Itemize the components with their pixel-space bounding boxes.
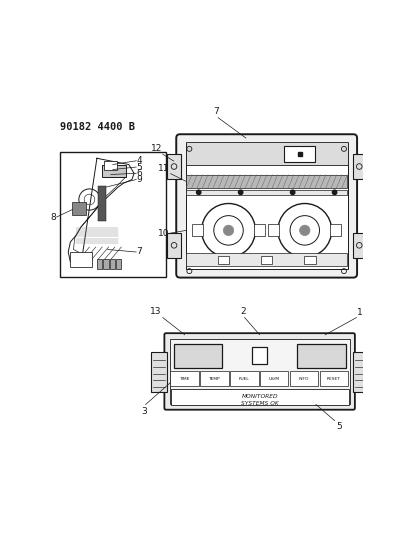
Bar xyxy=(60,152,166,277)
Bar xyxy=(170,389,349,405)
Bar xyxy=(104,161,117,169)
Bar xyxy=(186,142,348,165)
Text: 10: 10 xyxy=(158,229,169,238)
Bar xyxy=(186,254,347,265)
Bar xyxy=(102,165,126,177)
Bar xyxy=(73,202,86,214)
Bar xyxy=(353,352,368,392)
Bar xyxy=(97,260,102,270)
Bar xyxy=(192,223,203,236)
Bar xyxy=(170,338,349,405)
Bar xyxy=(230,372,259,386)
Text: 5: 5 xyxy=(337,422,342,431)
Circle shape xyxy=(223,225,234,236)
Bar xyxy=(116,260,121,270)
FancyBboxPatch shape xyxy=(164,333,355,410)
Bar xyxy=(330,223,341,236)
Text: FUEL: FUEL xyxy=(239,377,249,381)
Bar xyxy=(168,233,181,257)
Text: INFO: INFO xyxy=(299,377,309,381)
Circle shape xyxy=(299,225,310,236)
Text: 7: 7 xyxy=(214,107,219,116)
Text: 9: 9 xyxy=(136,175,142,184)
Circle shape xyxy=(332,190,337,195)
Bar xyxy=(252,347,267,364)
Text: 3: 3 xyxy=(141,407,147,416)
Text: 7: 7 xyxy=(136,247,142,256)
Text: TIME: TIME xyxy=(179,377,189,381)
Text: RESET: RESET xyxy=(327,377,341,381)
Circle shape xyxy=(239,190,243,195)
Circle shape xyxy=(291,190,295,195)
Bar xyxy=(98,186,106,221)
Text: 2: 2 xyxy=(240,307,245,316)
Text: 4: 4 xyxy=(136,156,142,165)
Bar xyxy=(71,252,91,267)
Bar xyxy=(260,372,289,386)
Bar xyxy=(110,260,115,270)
Text: TEMP: TEMP xyxy=(208,377,220,381)
Text: US/M: US/M xyxy=(268,377,280,381)
Bar xyxy=(353,154,366,179)
Bar xyxy=(103,260,108,270)
Text: 11: 11 xyxy=(158,164,169,173)
Text: SYSTEMS OK: SYSTEMS OK xyxy=(241,400,278,406)
Bar xyxy=(174,344,222,368)
FancyBboxPatch shape xyxy=(176,134,357,278)
Text: 12: 12 xyxy=(150,144,162,153)
Bar xyxy=(353,233,366,257)
Bar xyxy=(186,143,348,269)
Bar xyxy=(284,146,315,163)
Bar xyxy=(304,255,316,264)
Bar xyxy=(320,372,348,386)
Text: 6: 6 xyxy=(136,169,142,178)
Bar xyxy=(297,344,345,368)
Bar xyxy=(268,223,279,236)
Text: 5: 5 xyxy=(136,163,142,172)
Bar xyxy=(254,223,265,236)
Text: 1: 1 xyxy=(357,308,363,317)
Bar xyxy=(186,175,347,188)
Bar xyxy=(170,372,199,386)
Text: 90182 4400 B: 90182 4400 B xyxy=(60,122,135,132)
Bar xyxy=(290,372,318,386)
Text: 13: 13 xyxy=(150,307,161,316)
Text: MONITORED: MONITORED xyxy=(241,394,278,399)
Bar xyxy=(218,255,229,264)
Bar xyxy=(151,352,166,392)
Bar xyxy=(261,255,272,264)
Bar xyxy=(200,372,229,386)
Circle shape xyxy=(197,190,201,195)
Bar xyxy=(168,154,181,179)
Bar xyxy=(186,190,347,195)
Text: 8: 8 xyxy=(51,213,56,222)
